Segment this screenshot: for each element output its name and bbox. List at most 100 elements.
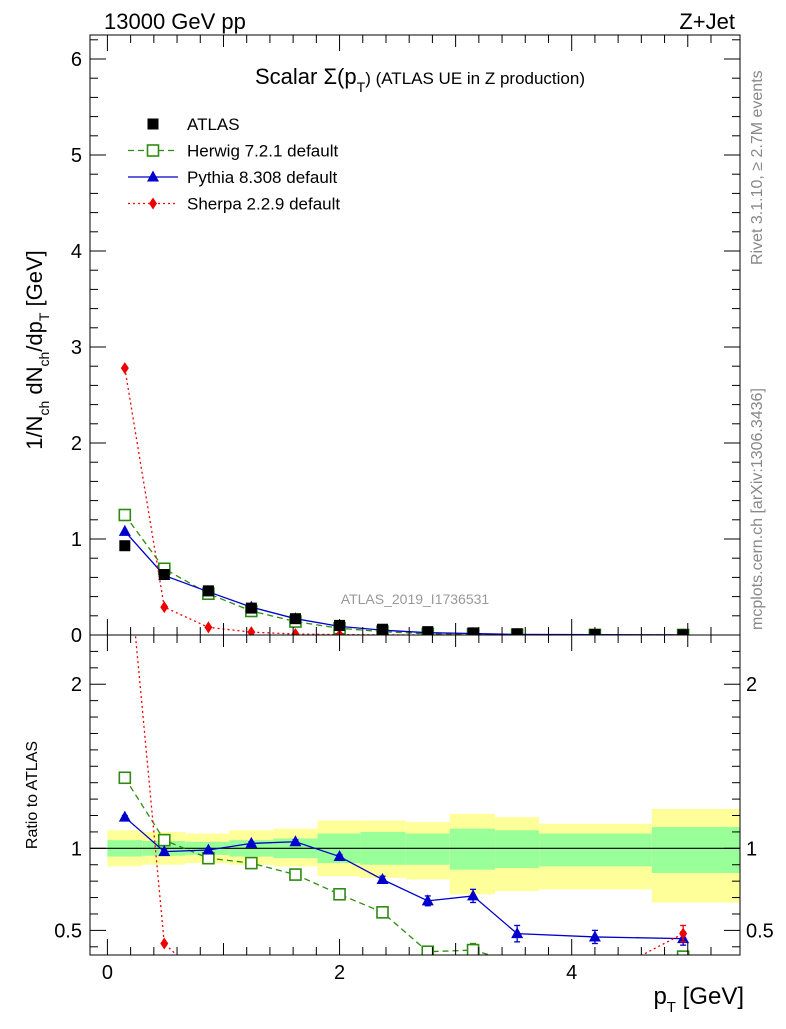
legend-label-atlas: ATLAS	[187, 115, 240, 134]
ylabel-d: [GeV]	[22, 250, 47, 312]
ratio-point-sherpa	[204, 979, 212, 991]
ratio-point-herwig	[333, 887, 346, 901]
series-line-herwig	[124, 514, 684, 635]
point-pythia	[118, 524, 131, 536]
ratio-point-pythia	[118, 810, 131, 822]
ratio-y-axis-label: Ratio to ATLAS	[24, 741, 41, 849]
ratio-point-sherpa	[469, 1004, 477, 1016]
ratio-point-pythia	[421, 894, 434, 906]
ratio-point-herwig	[512, 958, 523, 969]
ratio-point-pythia	[202, 843, 215, 855]
point-sherpa	[204, 621, 213, 634]
ratio-point-sherpa	[291, 997, 299, 1009]
ratio-y-tick-label: 1	[71, 838, 82, 860]
y-tick-label: 3	[71, 337, 82, 359]
y-tick-label: 1	[71, 529, 82, 551]
legend-marker-atlas	[147, 118, 159, 130]
x-tick-label: 4	[566, 962, 577, 984]
ratio-y-tick-label-right: 2	[746, 674, 757, 696]
ratio-point-sherpa	[679, 927, 688, 940]
xlabel-main: p	[653, 983, 666, 1010]
process-label: Z+Jet	[679, 9, 735, 34]
mcplots-label: mcplots.cern.ch [arXiv:1306.3436]	[749, 388, 766, 630]
ylabel-a-sub: ch	[36, 401, 52, 416]
ratio-point-herwig	[118, 771, 132, 785]
point-atlas	[245, 602, 257, 614]
y-tick-label: 5	[71, 145, 82, 167]
uncertainty-band-inner	[495, 830, 540, 869]
point-sherpa	[247, 626, 256, 635]
uncertainty-band-inner	[651, 827, 740, 873]
ratio-uncertainty-bands	[90, 808, 740, 903]
ratio-point-pythia	[245, 836, 258, 848]
uncertainty-band-inner	[539, 833, 652, 867]
legend-marker-sherpa	[149, 197, 157, 210]
ratio-point-sherpa	[379, 1002, 387, 1014]
ratio-point-pythia	[158, 845, 171, 857]
legend-marker-herwig	[146, 144, 160, 157]
ratio-point-sherpa	[336, 1000, 344, 1012]
ratio-panel-axes: 0.5 0.5 1 1 2 2 0 2 4	[54, 635, 774, 984]
x-tick-label: 2	[334, 962, 345, 984]
x-axis-label: pT [GeV]	[653, 983, 744, 1016]
y-tick-label: 4	[71, 241, 82, 263]
ylabel-b-sub: ch	[36, 352, 52, 367]
analysis-label: ATLAS_2019_I1736531	[341, 591, 490, 607]
ratio-point-pythia	[333, 850, 346, 862]
legend-marker-pythia	[147, 170, 159, 182]
y-tick-label: 2	[71, 433, 82, 455]
ratio-y-tick-label-right: 0.5	[746, 920, 774, 942]
ylabel-a: 1/N	[22, 416, 47, 450]
ratio-point-sherpa	[513, 1005, 521, 1017]
ratio-panel-marks	[118, 635, 690, 1017]
legend-label-sherpa: Sherpa 2.2.9 default	[187, 195, 340, 214]
ratio-point-pythia	[588, 930, 601, 942]
uncertainty-band-inner	[449, 828, 496, 870]
x-tick-label: 0	[102, 962, 113, 984]
point-atlas	[119, 540, 131, 552]
chart-title-sub: T	[357, 79, 366, 95]
y-axis-label: 1/Nch dNch/dpT [GeV]	[22, 250, 52, 450]
point-sherpa	[120, 362, 129, 375]
ratio-line-herwig	[124, 777, 492, 955]
point-sherpa	[160, 601, 169, 614]
ratio-panel: 0.5 0.5 1 1 2 2 0 2 4 Ratio to ATLAS pT [GeV]	[24, 634, 774, 1017]
ratio-y-tick-label: 2	[71, 674, 82, 696]
ratio-point-sherpa	[591, 974, 599, 986]
ratio-point-herwig	[245, 856, 258, 870]
y-tick-label: 0	[71, 625, 82, 647]
ratio-point-herwig	[676, 950, 690, 955]
ratio-point-pythia	[467, 889, 480, 901]
point-atlas	[677, 629, 689, 635]
ylabel-b: dN	[22, 367, 47, 401]
legend-label-herwig: Herwig 7.2.1 default	[187, 142, 338, 161]
ratio-point-sherpa	[160, 937, 169, 950]
y-tick-label: 6	[71, 49, 82, 71]
main-panel: 0 1 2 3 4 5 6 Scalar Σ(pT) (ATLAS UE in Z prod…	[22, 34, 741, 647]
ylabel-c: /dp	[22, 321, 47, 352]
chart-title: Scalar Σ(pT) (ATLAS UE in Z production)	[255, 64, 585, 95]
chart-title-main: Scalar Σ(p	[255, 64, 357, 89]
ratio-point-herwig	[289, 868, 302, 881]
ratio-point-sherpa	[247, 990, 255, 1002]
chart-title-rest: ) (ATLAS UE in Z production)	[365, 69, 585, 88]
point-atlas	[511, 628, 523, 635]
point-atlas	[467, 627, 479, 635]
main-panel-axes: 0 1 2 3 4 5 6	[71, 35, 740, 647]
point-atlas	[289, 613, 301, 625]
ratio-point-sherpa	[424, 1003, 432, 1015]
point-herwig	[118, 508, 132, 522]
ratio-point-herwig	[421, 945, 435, 955]
ratio-y-tick-label: 0.5	[54, 920, 82, 942]
xlabel-sub: T	[667, 999, 676, 1016]
point-atlas	[158, 569, 170, 581]
ratio-point-pythia	[511, 927, 524, 939]
ratio-panel-frame	[89, 634, 741, 956]
ratio-point-herwig	[157, 833, 171, 847]
ratio-point-pythia	[376, 873, 389, 885]
ratio-point-herwig	[589, 958, 600, 969]
ratio-point-herwig	[466, 943, 480, 955]
ratio-y-tick-label-right: 1	[746, 838, 757, 860]
legend: ATLAS Herwig 7.2.1 default Pythia 8.308 de…	[128, 115, 340, 214]
